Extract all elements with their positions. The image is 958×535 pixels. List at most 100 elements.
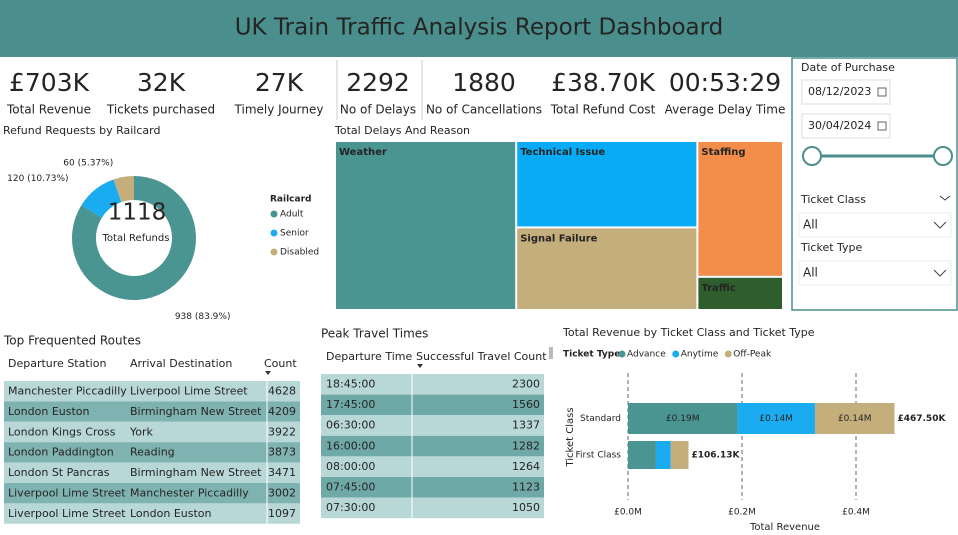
tile-label: Technical Issue [520,147,605,158]
legend-marker [724,350,732,358]
bar-segment [628,441,656,469]
table-cell: 1097 [268,507,296,520]
dropdown-value: All [803,218,818,232]
table-cell: 16:00:00 [326,439,375,452]
table-row [321,435,544,457]
total-label: £106.13K [691,451,740,461]
y-tick-label: First Class [576,451,622,461]
kpi-value: £703K [9,68,90,97]
column-header: Departure Station [8,357,106,370]
date-input[interactable] [801,113,891,139]
kpi-label: Timely Journey [234,103,324,117]
table-row [4,421,300,443]
date-value: 08/12/2023 [808,85,871,98]
table-cell: Reading [130,446,175,459]
table-cell: 1050 [512,501,540,514]
kpi-label: Tickets purchased [106,103,215,117]
table-cell: 3922 [268,425,296,438]
donut-center-label: Total Refunds [102,233,170,244]
chart-title: Total Revenue by Ticket Class and Ticket… [562,326,815,339]
dropdown[interactable] [798,260,952,286]
table-cell: 3471 [268,466,296,479]
bar-segment [670,441,689,469]
table-cell: 1282 [512,439,540,452]
table-cell: 1264 [512,460,540,473]
table-cell: Liverpool Lime Street [130,385,248,398]
table-cell: London St Pancras [8,466,110,479]
table-cell: 07:30:00 [326,501,375,514]
table-cell: 4628 [268,385,296,398]
treemap-tile [335,141,517,310]
dropdown-value: All [803,266,818,280]
table-cell: 1337 [512,419,540,432]
legend-label: Anytime [681,350,719,360]
table-cell: 18:45:00 [326,378,375,391]
table-cell: 06:30:00 [326,419,375,432]
legend-label: Advance [627,350,666,360]
data-label: £0.19M [666,414,700,424]
table-row [321,456,544,477]
treemap-tile [697,276,784,310]
slider-handle[interactable] [802,146,822,166]
kpi-value: £38.70K [551,68,655,97]
table-cell: Liverpool Lime Street [8,507,126,520]
treemap-tile [697,141,784,277]
table-cell: 1560 [512,398,540,411]
table-cell: London Kings Cross [8,425,116,438]
table-title: Top Frequented Routes [3,334,141,348]
table-cell: 07:45:00 [326,481,375,494]
data-label: 938 (83.9%) [175,312,231,322]
legend-label: Senior [280,229,309,239]
tile-label: Traffic [701,283,736,294]
scrollbar [549,347,553,359]
date-value: 30/04/2024 [808,119,871,132]
column-header: Arrival Destination [130,357,232,370]
tile-label: Signal Failure [520,233,597,244]
legend-marker [672,350,680,358]
chart-title: Refund Requests by Railcard [3,124,160,137]
kpi-value: 2292 [346,68,410,97]
donut-slice [81,179,122,218]
kpi-value: 00:53:29 [669,68,781,97]
y-axis-label: Ticket Class [565,407,576,467]
table-cell: 1123 [512,481,540,494]
chart-title: Total Delays And Reason [334,124,470,137]
table-row [4,503,300,524]
kpi-value: 32K [137,68,186,97]
x-tick-label: £0.2M [728,508,756,518]
data-label: £0.14M [759,414,793,424]
dropdown-arrow [933,221,947,229]
calendar-icon [877,87,887,97]
dropdown[interactable] [798,212,952,238]
kpi-label: No of Cancellations [426,103,542,117]
legend-marker [270,229,278,237]
column-header: Successful Travel Count [416,350,547,363]
table-row [4,442,300,463]
bar-segment [655,441,671,469]
table-cell: York [129,425,154,438]
treemap-tile [516,141,698,228]
table-row [4,381,300,402]
table-cell: Birmingham New Street [130,466,262,479]
table-row [321,374,544,395]
legend-label: Disabled [280,248,319,258]
slider-handle[interactable] [933,146,953,166]
bar-segment [628,403,738,434]
x-tick-label: £0.0M [614,508,642,518]
table-row [4,483,300,504]
column-header: Departure Time [326,350,412,363]
kpi-label: Average Delay Time [665,103,786,117]
dropdown-arrow [939,195,951,201]
sort-arrow [417,364,423,368]
legend-title: Ticket Type [563,350,620,360]
table-cell: London Paddington [8,446,114,459]
table-cell: 2300 [512,378,540,391]
date-input[interactable] [801,79,891,105]
filter-label: Ticket Class [800,193,866,206]
table-cell: Birmingham New Street [130,405,262,418]
table-cell: Manchester Piccadilly [130,487,249,500]
column-header: Count [264,357,297,370]
legend-label: Off-Peak [733,350,772,360]
x-tick-label: £0.4M [842,508,870,518]
